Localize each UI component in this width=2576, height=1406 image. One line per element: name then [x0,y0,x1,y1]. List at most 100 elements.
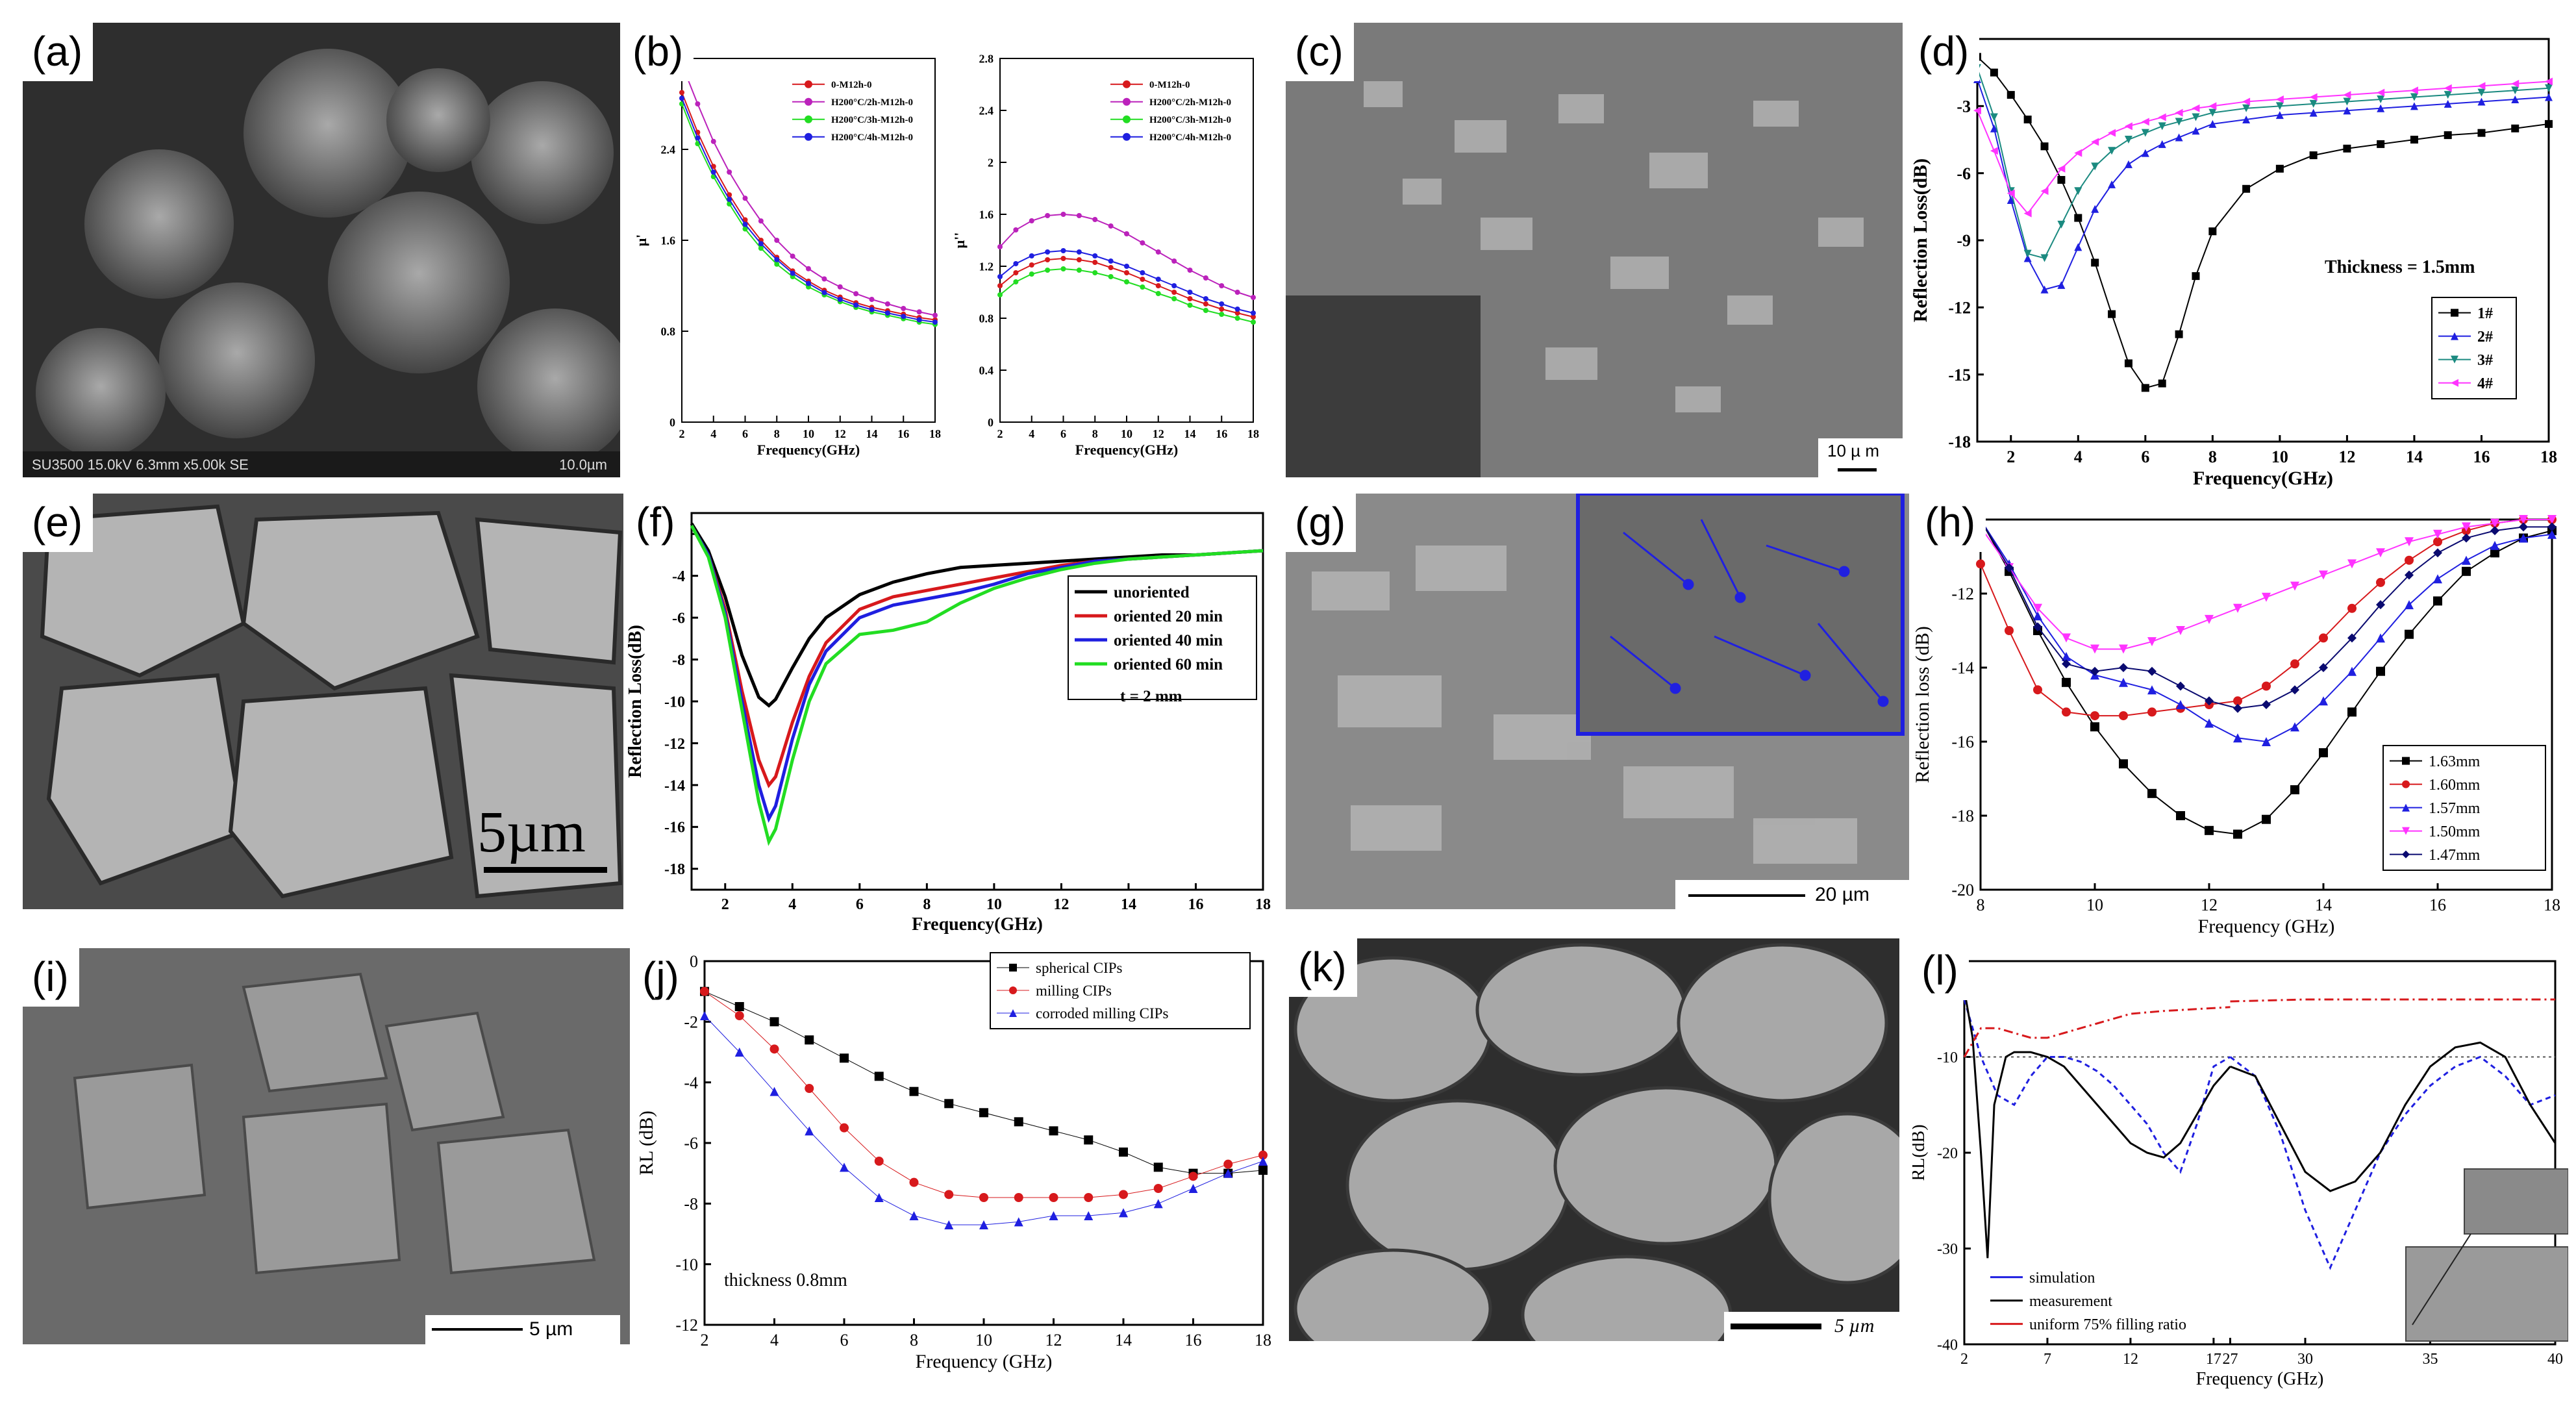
x-tick-label: 12 [2123,1351,2138,1368]
legend-label: 3# [2477,352,2493,369]
data-point [1124,270,1129,275]
x-tick-label: 17 [2206,1351,2221,1368]
series-line [1963,989,2231,1259]
data-point [2074,187,2082,195]
data-point [2176,811,2185,820]
data-point [2090,644,2099,654]
data-point [1171,258,1177,264]
y-tick-label: -20 [1951,881,1974,899]
data-point [944,1190,954,1199]
legend-box [990,952,1251,1029]
y-axis-label: Reflection Loss(dB) [1910,158,1931,322]
data-point [805,1084,814,1093]
series-line [999,268,1254,323]
data-point [1029,271,1034,277]
x-tick-label: 12 [2338,447,2355,466]
data-point [2208,102,2217,110]
data-point [837,284,843,290]
chart-reflection-loss-f: 24681012141618-2-4-6-8-10-12-14-16-18Fre… [627,512,1271,935]
data-point [1029,253,1034,258]
series-4# [1973,77,2553,218]
panel-f-chart: 24681012141618-2-4-6-8-10-12-14-16-18Fre… [627,494,1276,935]
scalebar-line [1688,894,1805,897]
series-line [690,525,1264,846]
data-point [2141,384,2149,392]
y-tick-label: -15 [1948,366,1971,384]
y-axis-label: Reflection loss (dB) [1916,626,1933,783]
data-point [2175,118,2183,126]
data-point [1049,1126,1058,1136]
data-point [2405,570,2414,580]
data-point [979,1108,988,1118]
panel-k-sem-image: (k) 5 µm [1289,938,1899,1341]
data-point [2233,829,2242,839]
sem-texture-g [1286,494,1909,909]
legend-label: 0-M12h-0 [831,80,872,90]
legend-label: H200°C/2h-M12h-0 [1149,97,1231,108]
scalebar-line [432,1328,523,1331]
series-1.60mm [1976,515,2557,721]
data-point [2192,272,2200,281]
panel-label: (a) [23,23,94,81]
data-point [2290,722,2299,732]
data-point [2074,149,2082,157]
x-tick-label: 4 [1029,427,1034,440]
data-point [1076,213,1082,218]
data-point [2275,111,2284,119]
data-point [2007,189,2015,197]
data-point [727,169,732,175]
data-point [806,281,811,286]
data-point [2147,707,2157,717]
data-point [790,253,795,259]
data-point [2176,626,2185,635]
series-H200°C/4h-M12h-0 [997,248,1256,316]
series-line [2230,998,2555,1003]
data-point [1092,217,1098,222]
data-point [2376,600,2385,610]
legend-marker [1123,97,1131,106]
data-point [1108,258,1114,264]
data-point [2192,127,2200,135]
plot-frame [1979,518,2553,891]
y-axis-label: μ'' [955,232,968,249]
legend-label: corroded milling CIPs [1036,1005,1168,1022]
data-point [2119,677,2128,687]
data-point [2119,663,2128,672]
data-point [1258,1157,1268,1166]
data-point [2147,685,2157,695]
data-point [1234,290,1240,295]
y-tick-label: 0.8 [661,325,676,338]
data-point [1203,301,1208,307]
legend-label: 2# [2477,329,2493,345]
panel-d-chart: 246810121416180-3-6-9-12-15-18Frequency(… [1909,23,2565,503]
x-axis-label: Frequency(GHz) [2193,468,2333,489]
y-tick-label: -14 [664,777,685,794]
data-point [774,238,780,243]
data-point [695,101,701,107]
data-point [1108,223,1114,229]
data-point [1013,227,1019,232]
data-point [901,314,907,320]
inset-plate [2405,1246,2568,1342]
data-point [2290,581,2299,591]
x-tick-label: 4 [710,427,716,440]
x-tick-label: 6 [1060,427,1066,440]
data-point [2108,147,2116,155]
legend-marker [2402,757,2410,765]
data-point [997,292,1003,297]
data-point [2405,555,2414,565]
data-point [1171,283,1177,288]
data-point [2490,526,2499,536]
y-tick-label: -14 [1951,659,1974,677]
data-point [1045,268,1051,273]
legend: unoriented oriented 20 min oriented 40 min… [1068,575,1257,700]
data-point [2377,140,2385,148]
data-point [2347,559,2357,569]
data-point [2275,102,2284,110]
data-point [2091,258,2099,267]
data-point [2175,133,2183,142]
data-point [1084,1135,1094,1145]
data-point [1013,270,1019,275]
y-tick-label: 1.2 [979,260,994,273]
